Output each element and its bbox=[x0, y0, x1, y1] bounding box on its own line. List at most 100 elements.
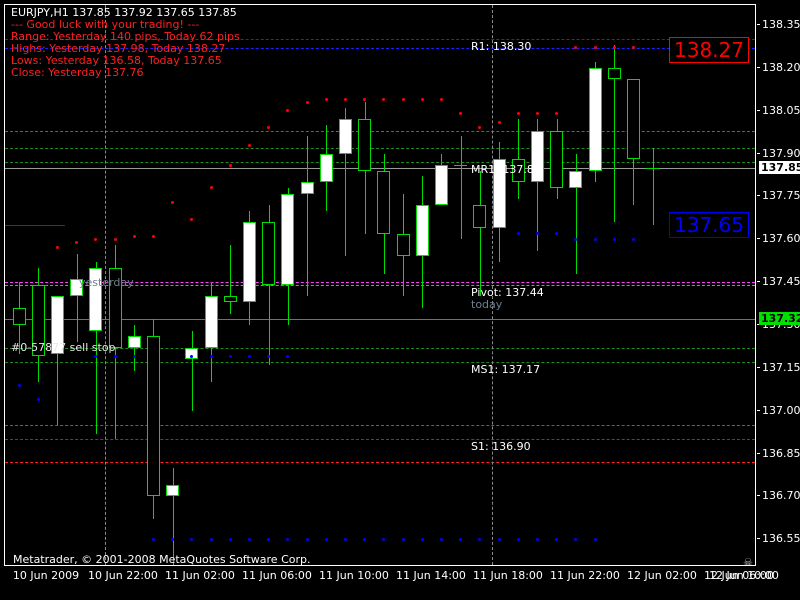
candle-body bbox=[223, 296, 237, 303]
time-axis[interactable]: 10 Jun 2009 10 Jun 22:00 11 Jun 02:00 11 Ju… bbox=[4, 568, 779, 584]
yesterday-close-line[interactable] bbox=[5, 319, 755, 321]
price-tick-label: 136.70 bbox=[762, 489, 800, 503]
price-tick-mark bbox=[757, 238, 760, 240]
sar-dot-upper bbox=[478, 126, 482, 130]
sar-dot-upper bbox=[75, 240, 79, 244]
sar-dot-upper bbox=[497, 120, 501, 124]
sar-dot-upper bbox=[631, 46, 635, 50]
sar-dot-lower bbox=[343, 537, 347, 541]
sar-dot-lower bbox=[593, 537, 597, 541]
price-tick-label: 138.35 bbox=[762, 18, 800, 31]
candle-wick bbox=[76, 253, 78, 343]
level-line-r1[interactable] bbox=[5, 39, 755, 41]
sar-dot-lower bbox=[574, 237, 578, 241]
candle-body bbox=[550, 130, 564, 188]
day-label-yesterday: yesterday bbox=[79, 276, 134, 290]
level-line-s1[interactable] bbox=[5, 439, 755, 441]
level-line-ms1[interactable] bbox=[5, 362, 755, 364]
sar-dot-upper bbox=[305, 100, 309, 104]
sar-dot-upper bbox=[382, 97, 386, 101]
yesterday-high-line[interactable] bbox=[5, 130, 755, 132]
level-line-pivot[interactable] bbox=[5, 285, 755, 286]
sar-dot-lower bbox=[555, 232, 559, 236]
mr1-upper-line[interactable] bbox=[5, 147, 755, 149]
candle-wick bbox=[307, 136, 308, 297]
pivot-upper-line[interactable] bbox=[5, 282, 755, 284]
skull-icon: ☠ bbox=[743, 556, 753, 566]
candle-body bbox=[338, 119, 352, 154]
sar-dot-lower bbox=[267, 537, 271, 541]
copyright-text: Metatrader, © 2001-2008 MetaQuotes Softw… bbox=[13, 553, 311, 566]
price-tick-label: 137.15 bbox=[762, 360, 800, 374]
sar-dot-lower bbox=[209, 354, 213, 358]
time-tick-label: 11 Jun 14:00 bbox=[396, 569, 466, 582]
price-tick-label: 137.90 bbox=[762, 146, 800, 160]
candle-body bbox=[377, 170, 391, 234]
candle-body bbox=[415, 205, 429, 257]
candle-wick bbox=[575, 153, 577, 274]
sar-dot-lower bbox=[17, 383, 21, 387]
sar-dot-upper bbox=[324, 97, 328, 101]
bid-price-line[interactable] bbox=[5, 167, 755, 169]
candle-wick bbox=[460, 136, 462, 240]
sar-dot-upper bbox=[363, 97, 367, 101]
candle-body bbox=[12, 307, 26, 325]
price-tick-label: 137.00 bbox=[762, 403, 800, 417]
candle-body bbox=[530, 130, 544, 183]
support-band-upper-line[interactable] bbox=[5, 425, 755, 426]
support-band-lower-line[interactable] bbox=[5, 462, 755, 464]
candle-body bbox=[50, 296, 64, 354]
ms1-upper-line[interactable] bbox=[5, 347, 755, 349]
candle-wick bbox=[191, 330, 193, 411]
candle-wick bbox=[172, 467, 174, 565]
sar-dot-lower bbox=[36, 397, 40, 401]
candle-body bbox=[185, 347, 199, 360]
time-tick-label: 10 Jun 2009 bbox=[12, 569, 80, 582]
order-label-sell-stop[interactable]: #0-57877 sell stop bbox=[11, 340, 116, 354]
sar-dot-lower bbox=[113, 354, 117, 358]
sar-dot-lower bbox=[516, 232, 520, 236]
time-tick-label: 12 Jun 10:00 bbox=[709, 569, 779, 582]
sar-dot-lower bbox=[324, 537, 328, 541]
chart-plot-area[interactable]: R1: 138.30 MR1: 137.87 Pivot: 137.44 MS1: 1… bbox=[5, 5, 755, 565]
chart-frame[interactable]: R1: 138.30 MR1: 137.87 Pivot: 137.44 MS1: 1… bbox=[4, 4, 756, 566]
sar-dot-upper bbox=[113, 237, 117, 241]
candle-body bbox=[204, 296, 218, 348]
level-line-mr1[interactable] bbox=[5, 162, 755, 164]
price-tick-mark bbox=[757, 538, 760, 540]
time-tick-label: 12 Jun 02:00 bbox=[627, 569, 697, 582]
time-tick-label: 11 Jun 06:00 bbox=[242, 569, 312, 582]
candle-wick bbox=[345, 107, 347, 257]
bid-price-axis-tag: 137.85 bbox=[759, 160, 800, 174]
candle-wick bbox=[537, 119, 539, 251]
candle-body bbox=[108, 267, 122, 348]
price-tick-label: 136.55 bbox=[762, 532, 800, 546]
candle-body bbox=[626, 79, 640, 160]
price-axis[interactable]: 138.35 138.20 138.05 137.90 137.75 137.60 137.… bbox=[757, 4, 800, 566]
candle-body bbox=[127, 336, 141, 348]
sar-dot-lower bbox=[593, 237, 597, 241]
today-high-line[interactable] bbox=[5, 47, 755, 49]
candle-body bbox=[454, 165, 468, 166]
high-price-callout: 138.27 bbox=[669, 36, 749, 63]
candle-wick bbox=[479, 170, 481, 297]
candle-body bbox=[569, 170, 583, 188]
candle-body bbox=[607, 67, 621, 80]
sar-dot-upper bbox=[209, 186, 213, 190]
price-tick-label: 138.20 bbox=[762, 60, 800, 74]
price-tick-label: 138.05 bbox=[762, 103, 800, 117]
candle-body bbox=[262, 222, 276, 285]
price-tick-mark bbox=[757, 24, 760, 25]
candle-body bbox=[31, 285, 45, 357]
time-tick-label: 11 Jun 10:00 bbox=[319, 569, 389, 582]
time-tick-label: 11 Jun 02:00 bbox=[165, 569, 235, 582]
sar-dot-lower bbox=[228, 354, 232, 358]
sar-dot-lower bbox=[612, 237, 616, 241]
today-low-line[interactable] bbox=[5, 225, 65, 226]
low-price-callout: 137.65 bbox=[669, 212, 749, 238]
price-tick-mark bbox=[757, 409, 760, 411]
sar-dot-lower bbox=[574, 537, 578, 541]
price-tick-mark bbox=[757, 281, 760, 283]
info-range: Range: Yesterday 140 pips, Today 62 pips bbox=[11, 30, 240, 43]
